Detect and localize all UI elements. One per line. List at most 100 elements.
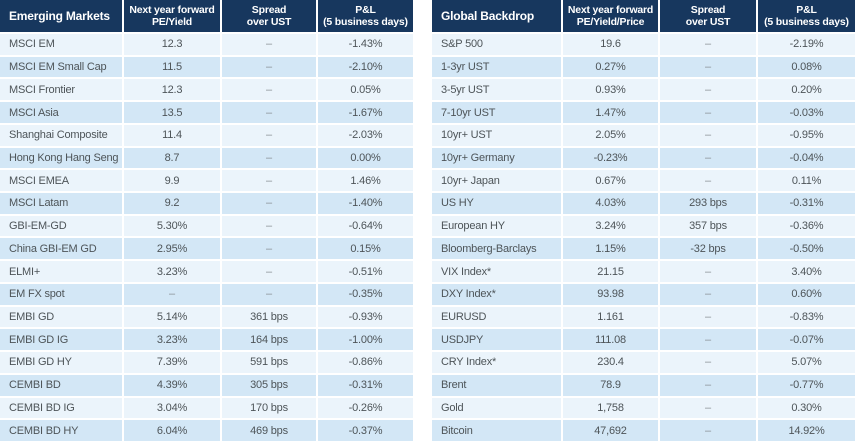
pnl-value: -1.67% bbox=[318, 102, 413, 123]
spread-value: 469 bps bbox=[222, 420, 316, 441]
spread-value: – bbox=[660, 352, 756, 373]
row-label: MSCI EM bbox=[0, 34, 122, 55]
pnl-value: -0.35% bbox=[318, 283, 413, 305]
column-header-pnl: P&L (5 business days) bbox=[318, 0, 413, 32]
pnl-value: -0.77% bbox=[758, 374, 855, 396]
spread-value: – bbox=[660, 420, 756, 441]
pe-yield-value: 11.4 bbox=[124, 124, 220, 146]
pnl-value: -0.95% bbox=[758, 124, 855, 146]
spread-value: – bbox=[660, 329, 756, 351]
pnl-value: 0.15% bbox=[318, 238, 413, 260]
spread-value: 361 bps bbox=[222, 306, 316, 328]
row-label: CEMBI BD IG bbox=[0, 397, 122, 419]
row-label: 10yr+ Germany bbox=[432, 147, 561, 169]
column-header-pe-yield-price: Next year forward PE/Yield/Price bbox=[563, 0, 658, 32]
pe-yield-value: 3.23% bbox=[124, 329, 220, 351]
row-label: CEMBI BD HY bbox=[0, 420, 122, 441]
row-label: Hong Kong Hang Seng bbox=[0, 147, 122, 169]
spread-value: – bbox=[660, 306, 756, 328]
row-label: MSCI Frontier bbox=[0, 79, 122, 101]
row-label: 3-5yr UST bbox=[432, 79, 561, 101]
pe-yield-value: 3.04% bbox=[124, 397, 220, 419]
pe-yield-value: 5.30% bbox=[124, 215, 220, 237]
row-label: EM FX spot bbox=[0, 283, 122, 305]
row-label: Gold bbox=[432, 397, 561, 419]
spread-value: – bbox=[660, 56, 756, 78]
pnl-value: -0.83% bbox=[758, 306, 855, 328]
pnl-value: -0.37% bbox=[318, 420, 413, 441]
pnl-value: 0.20% bbox=[758, 79, 855, 101]
pnl-value: 0.05% bbox=[318, 79, 413, 101]
spread-value: – bbox=[660, 261, 756, 282]
spread-value: – bbox=[660, 102, 756, 123]
spread-value: – bbox=[222, 283, 316, 305]
row-label: 10yr+ UST bbox=[432, 124, 561, 146]
pe-yield-value: 21.15 bbox=[563, 261, 658, 282]
spread-value: – bbox=[660, 79, 756, 101]
pe-yield-value: 1.47% bbox=[563, 102, 658, 123]
pe-yield-value: 1.15% bbox=[563, 238, 658, 260]
pe-yield-value: 9.2 bbox=[124, 193, 220, 214]
row-label: EMBI GD bbox=[0, 306, 122, 328]
row-label: MSCI EMEA bbox=[0, 170, 122, 192]
spread-value: 293 bps bbox=[660, 193, 756, 214]
pnl-value: 0.30% bbox=[758, 397, 855, 419]
pnl-value: -0.04% bbox=[758, 147, 855, 169]
spread-value: – bbox=[222, 193, 316, 214]
pe-yield-value: 3.24% bbox=[563, 215, 658, 237]
spread-value: – bbox=[660, 147, 756, 169]
pe-yield-value: 2.95% bbox=[124, 238, 220, 260]
pnl-value: -0.07% bbox=[758, 329, 855, 351]
row-label: 10yr+ Japan bbox=[432, 170, 561, 192]
emerging-markets-table: Emerging Markets Next year forward PE/Yi… bbox=[0, 0, 413, 441]
spread-value: – bbox=[222, 124, 316, 146]
row-label: S&P 500 bbox=[432, 34, 561, 55]
pe-yield-value: 1,758 bbox=[563, 397, 658, 419]
row-label: ELMI+ bbox=[0, 261, 122, 282]
row-label: 1-3yr UST bbox=[432, 56, 561, 78]
row-label: Bloomberg-Barclays bbox=[432, 238, 561, 260]
column-header-pnl: P&L (5 business days) bbox=[758, 0, 855, 32]
pnl-value: 0.60% bbox=[758, 283, 855, 305]
spread-value: -32 bps bbox=[660, 238, 756, 260]
pe-yield-value: 0.67% bbox=[563, 170, 658, 192]
pe-yield-value: 7.39% bbox=[124, 352, 220, 373]
row-label: 7-10yr UST bbox=[432, 102, 561, 123]
spread-value: – bbox=[222, 238, 316, 260]
row-label: CEMBI BD bbox=[0, 374, 122, 396]
spread-value: – bbox=[222, 79, 316, 101]
pe-yield-value: 13.5 bbox=[124, 102, 220, 123]
pe-yield-value: -0.23% bbox=[563, 147, 658, 169]
pnl-value: -2.10% bbox=[318, 56, 413, 78]
row-label: US HY bbox=[432, 193, 561, 214]
pe-yield-value: 93.98 bbox=[563, 283, 658, 305]
emerging-markets-table-title: Emerging Markets bbox=[0, 0, 122, 32]
pe-yield-value: 19.6 bbox=[563, 34, 658, 55]
row-label: China GBI-EM GD bbox=[0, 238, 122, 260]
row-label: CRY Index* bbox=[432, 352, 561, 373]
spread-value: – bbox=[660, 374, 756, 396]
spread-value: – bbox=[660, 283, 756, 305]
spread-value: – bbox=[222, 147, 316, 169]
column-header-spread-over-ust: Spread over UST bbox=[660, 0, 756, 32]
pe-yield-value: 111.08 bbox=[563, 329, 658, 351]
spread-value: – bbox=[222, 102, 316, 123]
row-label: European HY bbox=[432, 215, 561, 237]
pe-yield-value: 0.27% bbox=[563, 56, 658, 78]
row-label: EMBI GD IG bbox=[0, 329, 122, 351]
column-header-spread-over-ust: Spread over UST bbox=[222, 0, 316, 32]
row-label: DXY Index* bbox=[432, 283, 561, 305]
global-backdrop-table-title: Global Backdrop bbox=[432, 0, 561, 32]
pnl-value: -0.36% bbox=[758, 215, 855, 237]
pnl-value: -0.03% bbox=[758, 102, 855, 123]
spread-value: – bbox=[660, 124, 756, 146]
spread-value: – bbox=[660, 397, 756, 419]
pe-yield-value: 3.23% bbox=[124, 261, 220, 282]
pnl-value: -0.51% bbox=[318, 261, 413, 282]
row-label: MSCI EM Small Cap bbox=[0, 56, 122, 78]
row-label: Brent bbox=[432, 374, 561, 396]
spread-value: 170 bps bbox=[222, 397, 316, 419]
row-label: EURUSD bbox=[432, 306, 561, 328]
pe-yield-value: 12.3 bbox=[124, 79, 220, 101]
pnl-value: -0.86% bbox=[318, 352, 413, 373]
